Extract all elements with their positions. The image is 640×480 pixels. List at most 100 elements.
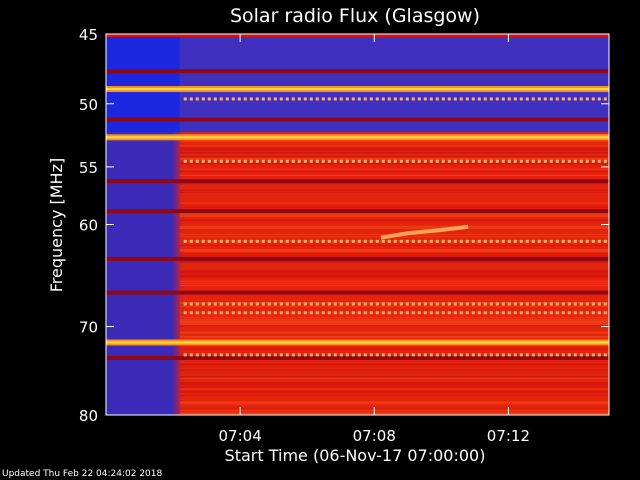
interference-dot [213, 239, 217, 243]
interference-dot [429, 302, 433, 306]
texture-stripe [179, 323, 610, 326]
interference-dot [435, 159, 439, 163]
interference-dot [303, 239, 307, 243]
texture-stripe [179, 151, 610, 154]
interference-dot [279, 302, 283, 306]
interference-dot [387, 353, 391, 357]
interference-dot [243, 311, 247, 315]
texture-stripe [179, 278, 610, 280]
texture-stripe [179, 333, 610, 336]
texture-stripe [179, 320, 610, 323]
texture-stripe [179, 200, 610, 202]
texture-stripe [179, 246, 610, 249]
texture-stripe [179, 202, 610, 204]
interference-dot [591, 97, 595, 101]
interference-dot [339, 239, 343, 243]
interference-dot [189, 159, 193, 163]
texture-stripe [179, 350, 610, 353]
interference-dot [465, 302, 469, 306]
texture-stripe [179, 297, 610, 299]
interference-dot [273, 302, 277, 306]
interference-dot [555, 97, 559, 101]
upper-quiet-band-early [106, 36, 180, 133]
interference-dot [255, 302, 259, 306]
interference-dot [249, 97, 253, 101]
dark-band [106, 179, 609, 184]
interference-dot [525, 239, 529, 243]
texture-stripe [179, 280, 610, 282]
interference-dot [507, 159, 511, 163]
interference-dot [261, 302, 265, 306]
interference-dot [477, 302, 481, 306]
texture-stripe [179, 308, 610, 311]
interference-dot [267, 159, 271, 163]
dark-band [106, 290, 609, 295]
interference-dot [231, 159, 235, 163]
interference-dot [381, 353, 385, 357]
interference-dot [369, 97, 373, 101]
interference-dot [249, 302, 253, 306]
interference-dot [321, 159, 325, 163]
interference-dot [285, 159, 289, 163]
interference-dot [423, 97, 427, 101]
interference-dot [429, 159, 433, 163]
interference-dot [597, 311, 601, 315]
interference-dot [219, 311, 223, 315]
interference-dot [405, 239, 409, 243]
interference-dot [207, 239, 211, 243]
interference-dot [531, 97, 535, 101]
interference-dot [333, 97, 337, 101]
interference-dot [237, 302, 241, 306]
interference-dot [273, 353, 277, 357]
interference-dot [399, 97, 403, 101]
interference-dot [507, 302, 511, 306]
interference-dot [441, 302, 445, 306]
plot-area [105, 33, 610, 416]
texture-stripe [179, 327, 610, 330]
interference-dot [255, 97, 259, 101]
texture-stripe [179, 325, 610, 327]
interference-dot [387, 159, 391, 163]
texture-stripe [179, 219, 610, 222]
texture-stripe [179, 177, 610, 179]
interference-dot [519, 302, 523, 306]
interference-dot [459, 97, 463, 101]
interference-dot [309, 302, 313, 306]
interference-dot [261, 239, 265, 243]
interference-dot [561, 239, 565, 243]
interference-dot [273, 311, 277, 315]
x-axis: 07:04 07:08 07:12 [219, 34, 530, 445]
interference-dot [525, 353, 529, 357]
interference-dot [249, 353, 253, 357]
interference-dot [483, 353, 487, 357]
interference-dot [189, 302, 193, 306]
interference-dot [213, 97, 217, 101]
texture-stripe [179, 244, 610, 246]
texture-stripe [179, 232, 610, 235]
interference-dot [369, 239, 373, 243]
interference-dot [243, 302, 247, 306]
interference-dot [435, 353, 439, 357]
interference-dot [495, 353, 499, 357]
interference-dot [525, 97, 529, 101]
interference-dot [393, 159, 397, 163]
interference-dot [267, 97, 271, 101]
texture-stripe [179, 388, 610, 390]
interference-dot [291, 311, 295, 315]
interference-dot [495, 159, 499, 163]
texture-stripe [179, 227, 610, 229]
interference-dot [501, 97, 505, 101]
bright-band [106, 136, 609, 139]
interference-dot [483, 311, 487, 315]
texture-stripe [179, 242, 610, 245]
interference-dot [531, 311, 535, 315]
interference-dot [399, 353, 403, 357]
interference-dot [279, 159, 283, 163]
interference-dot [489, 97, 493, 101]
interference-dot [435, 97, 439, 101]
interference-dot [195, 159, 199, 163]
texture-stripe [179, 175, 610, 177]
interference-dot [555, 302, 559, 306]
interference-dot [573, 97, 577, 101]
